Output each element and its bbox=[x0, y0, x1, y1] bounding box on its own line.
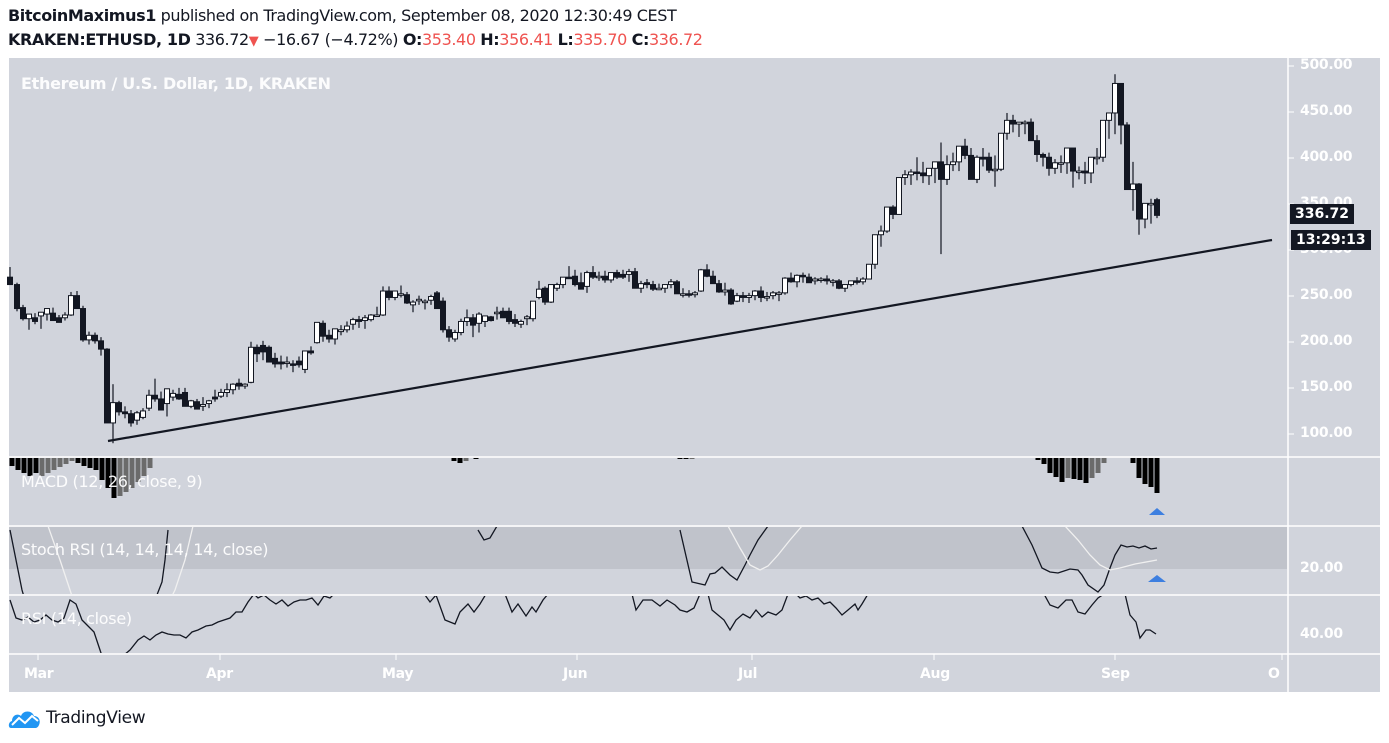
main-legend[interactable]: Ethereum / U.S. Dollar, 1D, KRAKEN bbox=[21, 74, 331, 93]
time-axis-label: Jun bbox=[563, 666, 588, 682]
price-axis-label: 400.00 bbox=[1300, 149, 1353, 165]
countdown-tag: 13:29:13 bbox=[1291, 230, 1371, 250]
time-axis-label: Aug bbox=[920, 666, 950, 682]
close-value: 336.72 bbox=[649, 30, 703, 49]
stoch-rsi-k-line bbox=[9, 529, 24, 594]
time-axis-label: May bbox=[382, 666, 414, 682]
stoch-rsi-d-line bbox=[47, 527, 194, 594]
price-axis-label: 250.00 bbox=[1300, 287, 1353, 303]
price-axis-label: 150.00 bbox=[1300, 379, 1353, 395]
time-axis-label: Jul bbox=[738, 666, 758, 682]
stoch-rsi-k-line bbox=[679, 527, 769, 586]
author-name[interactable]: BitcoinMaximus1 bbox=[8, 6, 156, 25]
tradingview-logo[interactable]: TradingView bbox=[8, 707, 146, 729]
price-axis-label: 100.00 bbox=[1300, 425, 1353, 441]
pane-dividers bbox=[9, 58, 1380, 692]
last-price: 336.72 bbox=[195, 30, 249, 49]
time-axis-ticks bbox=[37, 654, 1283, 660]
time-axis-label: Apr bbox=[206, 666, 233, 682]
triangle-down-icon: ▼ bbox=[248, 34, 259, 49]
high-label: H: bbox=[480, 30, 500, 49]
last-price-tag: 336.72 bbox=[1290, 204, 1355, 224]
trendline[interactable] bbox=[107, 238, 1273, 443]
published-text: published on TradingView.com, September … bbox=[155, 6, 677, 25]
macd-histogram bbox=[9, 458, 1160, 498]
symbol-info: KRAKEN:ETHUSD, 1D 336.72▼ −16.67 (−4.72%… bbox=[8, 30, 703, 49]
macd-legend[interactable]: MACD (12, 26, close, 9) bbox=[21, 472, 203, 491]
open-value: 353.40 bbox=[422, 30, 476, 49]
price-axis-label: 500.00 bbox=[1300, 57, 1353, 73]
stoch-rsi-d-line bbox=[1065, 527, 1158, 571]
stoch-rsi-k-line bbox=[477, 527, 498, 541]
stoch-rsi-k-line bbox=[1021, 527, 1158, 593]
stoch-rsi-band bbox=[9, 527, 1287, 569]
alert-triangle-icon[interactable] bbox=[1148, 575, 1166, 582]
time-axis-label: Mar bbox=[24, 666, 54, 682]
candlestick-series bbox=[7, 74, 1160, 444]
price-axis-label: 450.00 bbox=[1300, 103, 1353, 119]
chart-background bbox=[9, 58, 1380, 692]
publish-info: BitcoinMaximus1 published on TradingView… bbox=[8, 6, 677, 25]
price-change: −16.67 (−4.72%) bbox=[263, 30, 399, 49]
close-label: C: bbox=[631, 30, 650, 49]
low-value: 335.70 bbox=[573, 30, 627, 49]
rsi-legend[interactable]: RSI (14, close) bbox=[21, 609, 132, 628]
symbol-label: KRAKEN:ETHUSD, 1D bbox=[8, 30, 191, 49]
stoch-axis-tick: 20.00 bbox=[1300, 560, 1343, 576]
stoch-rsi-d-line bbox=[727, 527, 802, 571]
low-label: L: bbox=[557, 30, 574, 49]
open-label: O: bbox=[402, 30, 423, 49]
time-axis-label: Sep bbox=[1101, 666, 1130, 682]
stoch-rsi-legend[interactable]: Stoch RSI (14, 14, 14, 14, close) bbox=[21, 540, 269, 559]
tradingview-cloud-icon bbox=[8, 711, 40, 728]
price-axis-label: 200.00 bbox=[1300, 333, 1353, 349]
logo-text: TradingView bbox=[46, 708, 146, 728]
rsi-line bbox=[9, 596, 1157, 653]
alert-triangle-icon[interactable] bbox=[1149, 508, 1165, 515]
rsi-axis-tick: 40.00 bbox=[1300, 626, 1343, 642]
time-axis-label: O bbox=[1268, 666, 1280, 682]
high-value: 356.41 bbox=[499, 30, 553, 49]
stoch-rsi-k-line bbox=[156, 529, 169, 594]
